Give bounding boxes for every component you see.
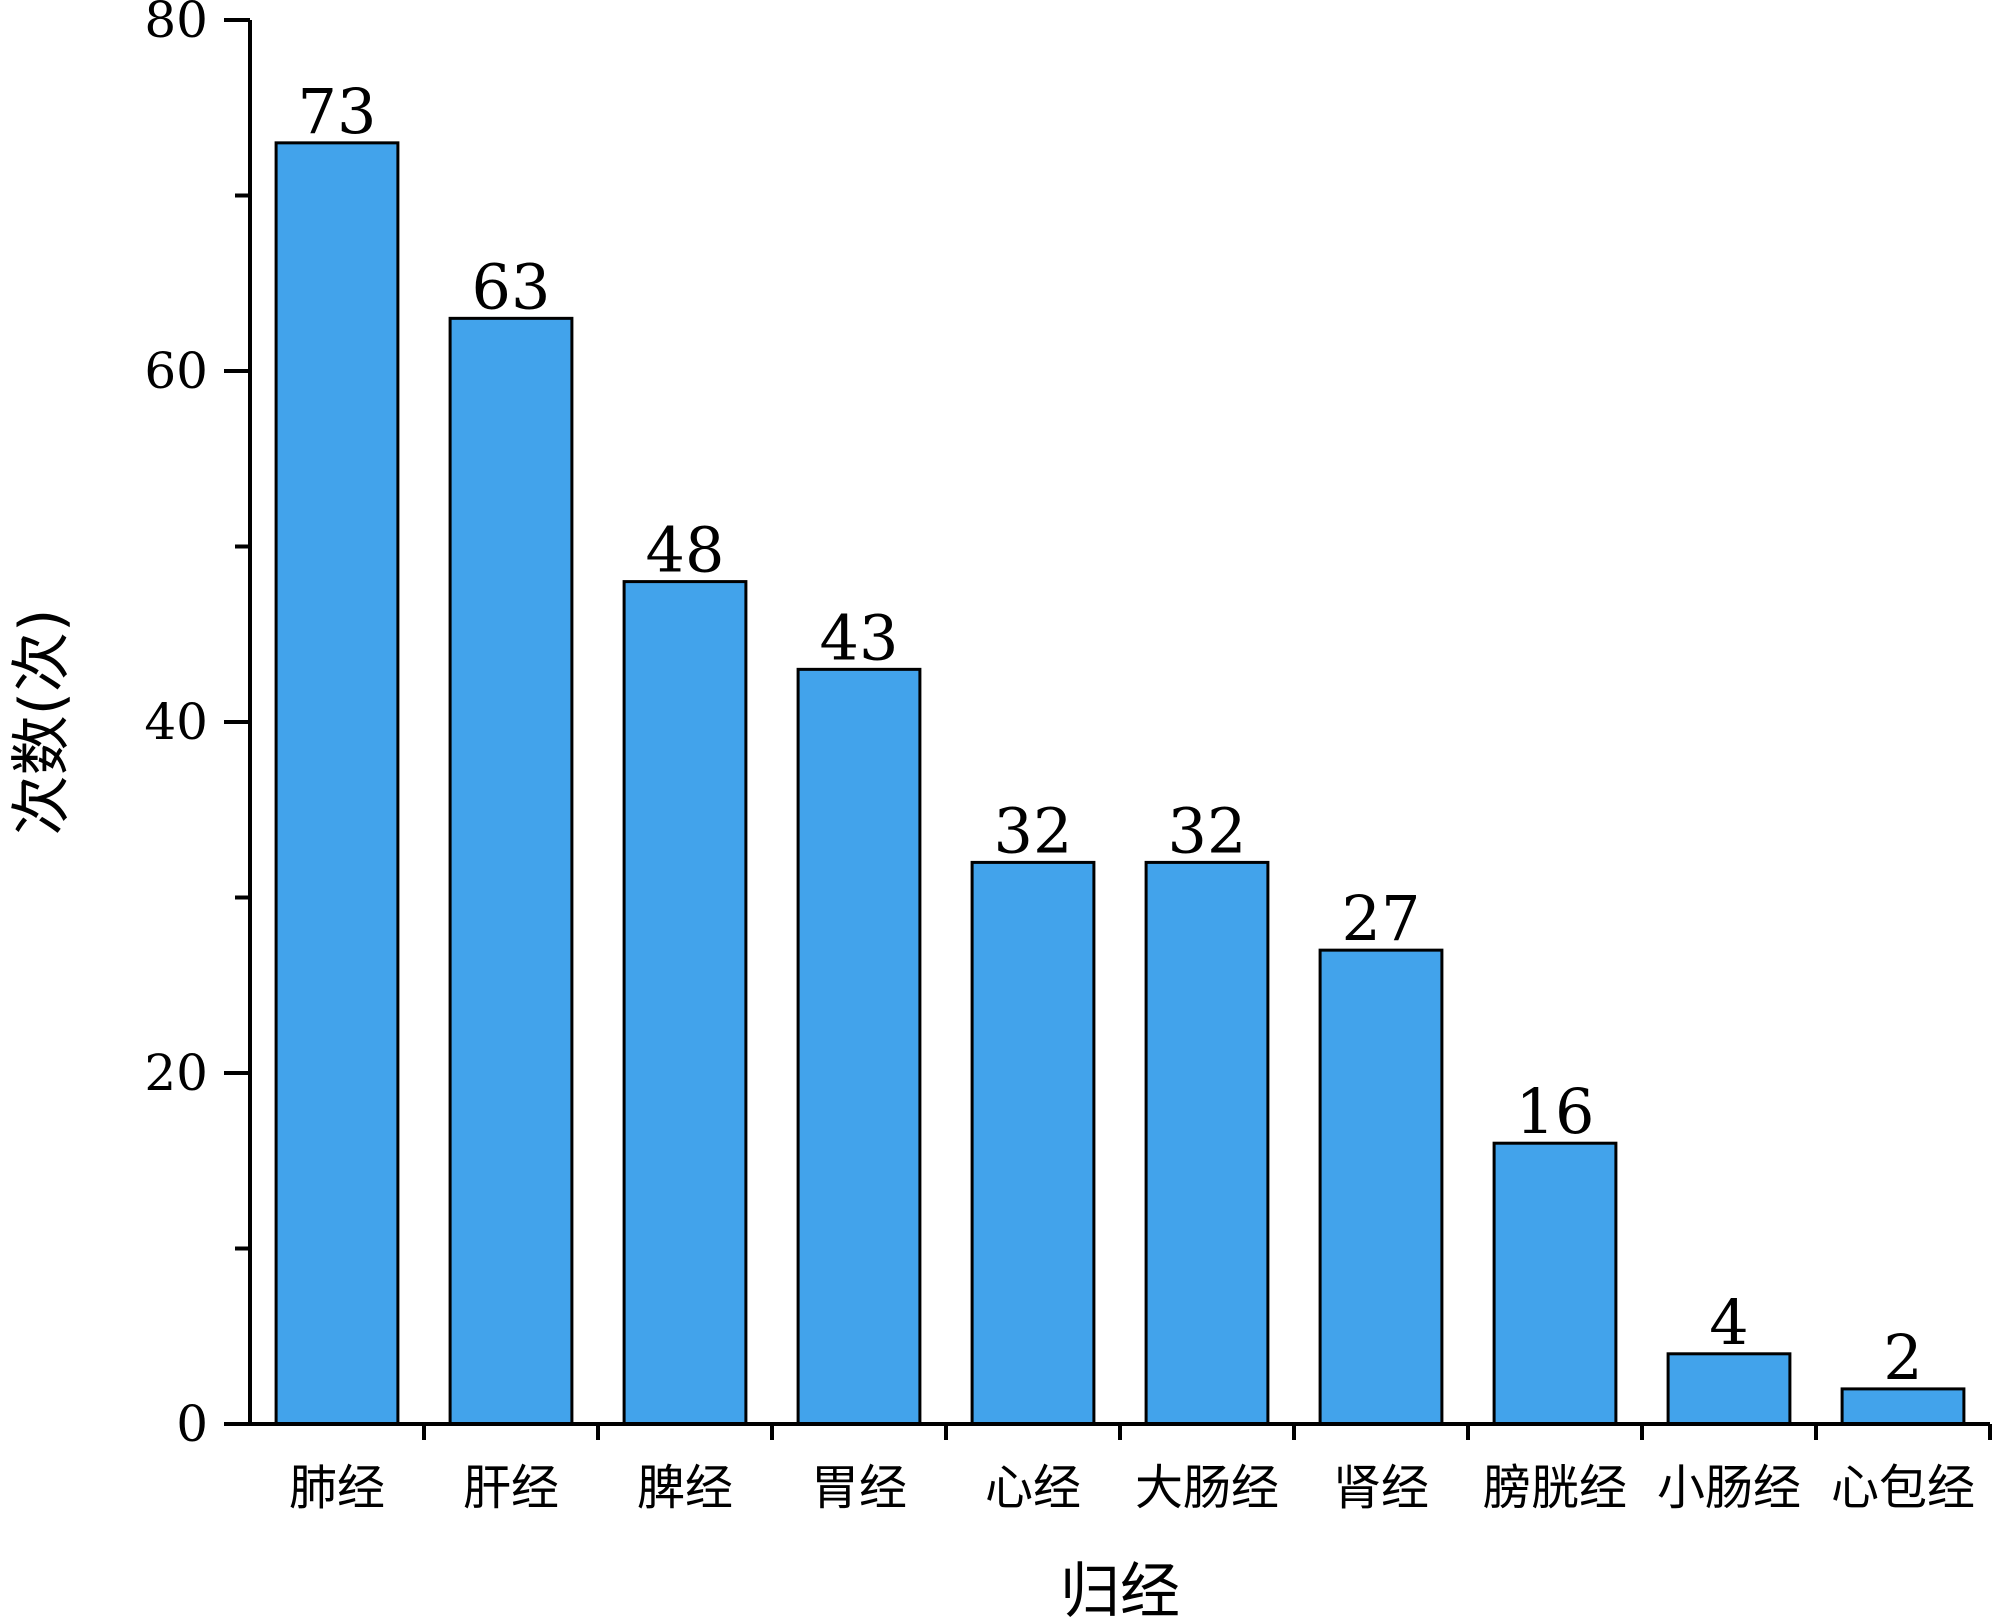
bar [1492, 1141, 1618, 1426]
category-labels-group: 肺经 肝经 脾经 胃经 心经 大肠经 肾经 膀胱经 小肠经 心包经 [289, 1460, 1975, 1516]
x-category-label: 肝经 [463, 1460, 559, 1516]
bar-value-label: 32 [1168, 794, 1247, 867]
bar-value-label: 63 [472, 250, 551, 323]
x-category-label: 胃经 [811, 1460, 907, 1516]
x-category-label: 小肠经 [1657, 1460, 1801, 1516]
bar [1666, 1352, 1792, 1426]
bar [1840, 1387, 1966, 1426]
y-tick-label: 40 [144, 693, 208, 751]
y-tick-label: 0 [176, 1395, 208, 1453]
bar [622, 580, 748, 1426]
x-category-label: 大肠经 [1135, 1460, 1279, 1516]
bar [448, 316, 574, 1426]
y-tick-label: 20 [144, 1044, 208, 1102]
y-axis-title: 次数(次) [7, 609, 77, 836]
bar-value-label: 16 [1516, 1075, 1595, 1148]
bar [1144, 860, 1270, 1426]
bar [796, 667, 922, 1426]
x-category-label: 心经 [985, 1460, 1081, 1516]
x-category-label: 心包经 [1831, 1460, 1975, 1516]
bar-value-label: 32 [994, 794, 1073, 867]
y-tick-label: 80 [144, 0, 208, 49]
bar [274, 141, 400, 1426]
x-category-label: 脾经 [637, 1460, 733, 1516]
bar-value-label: 43 [820, 601, 899, 674]
bar [970, 860, 1096, 1426]
bar-value-label: 48 [646, 514, 725, 587]
bar-value-label: 27 [1342, 882, 1421, 955]
x-ticks-group [422, 1424, 1992, 1440]
y-ticks-group: 0 20 40 60 80 [144, 0, 250, 1453]
x-axis-title: 归经 [1060, 1557, 1180, 1624]
x-category-label: 膀胱经 [1483, 1460, 1627, 1516]
bar-value-label: 73 [298, 75, 377, 148]
bar-value-label: 2 [1883, 1321, 1922, 1394]
value-labels-group: 73 63 48 43 32 32 27 16 4 2 [298, 75, 1923, 1394]
x-category-label: 肾经 [1333, 1460, 1429, 1516]
x-category-label: 肺经 [289, 1460, 385, 1516]
bar-value-label: 4 [1709, 1286, 1748, 1359]
y-tick-label: 60 [144, 342, 208, 400]
bars-group [274, 141, 1966, 1426]
bar [1318, 948, 1444, 1426]
